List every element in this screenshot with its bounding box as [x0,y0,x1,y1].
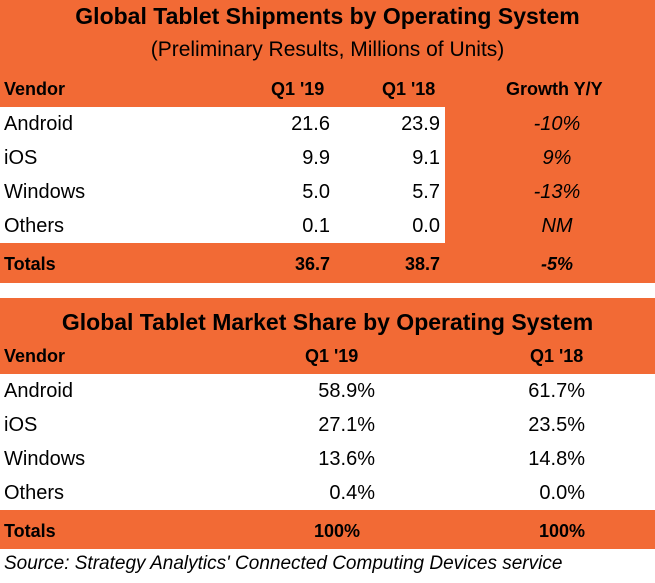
growth-cell: NM [541,215,573,237]
table-row: iOS 9.9 9.1 9% [0,141,655,175]
totals-q1-18: 100% [538,521,585,541]
table-row: iOS 27.1% 23.5% [0,408,655,442]
table-row: Windows 13.6% 14.8% [0,442,655,476]
totals-row: Totals 100% 100% [0,514,655,548]
vendor-cell: Others [4,215,65,237]
table-row: Windows 5.0 5.7 -13% [0,175,655,209]
growth-cell: -13% [533,181,581,203]
vendor-cell: Windows [4,181,86,203]
source-note: Source: Strategy Analytics' Connected Co… [4,553,563,574]
table-row: Android 21.6 23.9 -10% [0,107,655,141]
q1-19-cell: 21.6 [291,113,330,135]
vendor-cell: iOS [4,414,38,436]
q1-19-cell: 27.1% [318,414,375,436]
q1-19-cell: 13.6% [318,448,375,470]
market-share-table: Global Tablet Market Share by Operating … [0,298,655,549]
q1-19-cell: 58.9% [318,380,375,402]
shipments-header-vendor: Vendor [4,79,66,99]
totals-growth: -5% [540,254,573,274]
q1-19-cell: 5.0 [302,181,330,203]
totals-q1-18: 38.7 [404,254,440,274]
q1-18-cell: 9.1 [412,147,440,169]
market-share-title: Global Tablet Market Share by Operating … [61,309,594,335]
market-share-header-vendor: Vendor [4,346,66,366]
shipments-table: Global Tablet Shipments by Operating Sys… [0,0,655,283]
q1-18-cell: 23.5% [528,414,585,436]
q1-19-cell: 0.1 [302,215,330,237]
q1-19-cell: 9.9 [302,147,330,169]
shipments-title: Global Tablet Shipments by Operating Sys… [75,3,580,29]
market-share-header-q1-19: Q1 '19 [305,346,359,366]
vendor-cell: Others [4,482,65,504]
q1-18-cell: 23.9 [401,113,440,135]
totals-q1-19: 36.7 [294,254,330,274]
totals-label: Totals [4,254,56,274]
shipments-subtitle: (Preliminary Results, Millions of Units) [150,38,505,61]
table-row: Others 0.1 0.0 NM [0,209,655,243]
vendor-cell: iOS [4,147,38,169]
market-share-header-q1-18: Q1 '18 [530,346,584,366]
table-row: Android 58.9% 61.7% [0,374,655,408]
vendor-cell: Android [4,380,73,402]
q1-18-cell: 5.7 [412,181,440,203]
totals-q1-19: 100% [313,521,360,541]
growth-cell: 9% [542,147,572,169]
growth-cell: -10% [533,113,581,135]
totals-row: Totals 36.7 38.7 -5% [0,247,655,281]
table-row: Others 0.4% 0.0% [0,476,655,510]
q1-18-cell: 0.0% [539,482,585,504]
q1-18-cell: 0.0 [412,215,440,237]
q1-19-cell: 0.4% [329,482,375,504]
shipments-header-q1-18: Q1 '18 [382,79,436,99]
q1-18-cell: 14.8% [528,448,585,470]
totals-label: Totals [4,521,56,541]
q1-18-cell: 61.7% [528,380,585,402]
shipments-header-growth: Growth Y/Y [506,79,603,99]
vendor-cell: Windows [4,448,86,470]
shipments-header-q1-19: Q1 '19 [271,79,325,99]
vendor-cell: Android [4,113,73,135]
